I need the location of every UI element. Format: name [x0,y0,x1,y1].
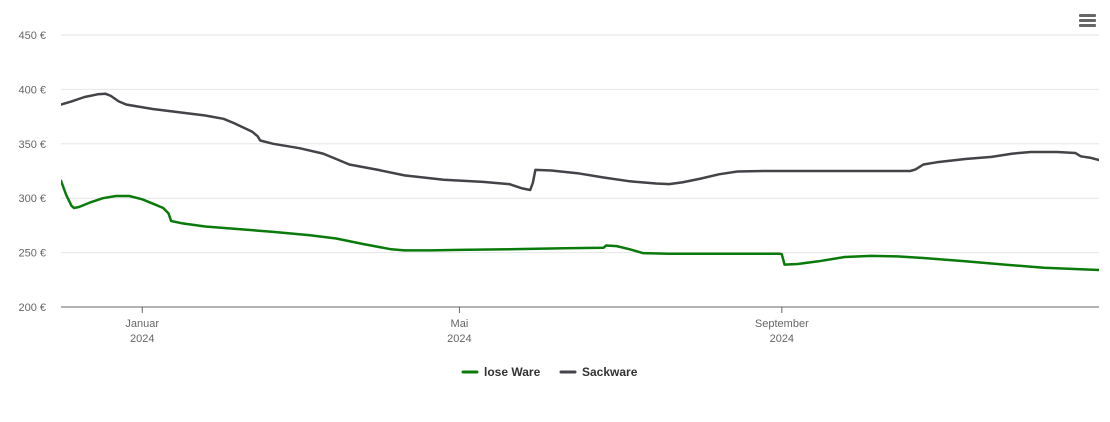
legend-label-lose-ware: lose Ware [484,365,541,379]
legend-item-sackware[interactable]: Sackware [559,365,638,379]
y-tick-label: 250 € [18,248,46,260]
x-tick-label: Mai [451,318,469,330]
x-tick-year: 2024 [770,333,794,345]
y-tick-label: 350 € [18,139,46,151]
x-tick-label: Januar [125,318,159,330]
y-tick-label: 450 € [18,30,46,42]
hamburger-menu-icon[interactable] [1076,12,1100,34]
y-axis-ticks: 200 € 250 € 300 € 350 € 400 € 450 € [18,30,46,314]
legend-item-lose-ware[interactable]: lose Ware [461,365,541,379]
x-tick-year: 2024 [130,333,154,345]
legend-label-sackware: Sackware [582,365,638,379]
series-lines[interactable] [61,92,1110,272]
y-tick-label: 400 € [18,84,46,96]
x-tick-label: September [755,318,809,330]
series-line-sackware[interactable] [61,92,1110,192]
y-tick-label: 300 € [18,193,46,205]
grid-lines [61,34,1099,254]
y-tick-label: 200 € [18,302,46,314]
legend[interactable]: lose Ware Sackware [461,365,638,379]
x-tick-year: 2024 [447,333,471,345]
x-axis-ticks: Januar 2024 Mai 2024 September 2024 [125,307,809,345]
series-line-lose-ware[interactable] [61,179,1099,272]
